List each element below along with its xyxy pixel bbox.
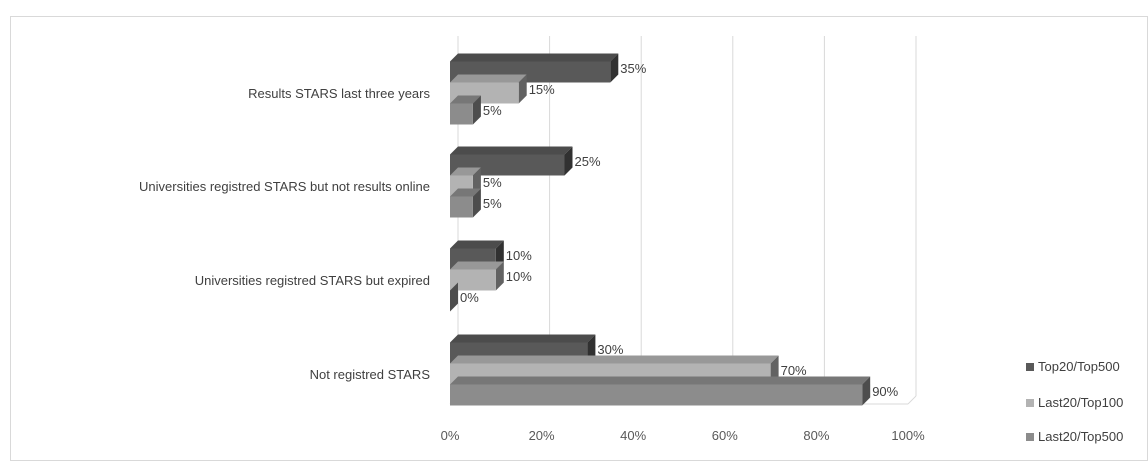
legend-item: Last20/Top500 [1026,429,1123,444]
data-label: 5% [483,175,502,190]
legend-label: Last20/Top500 [1038,429,1123,444]
data-label: 10% [506,248,532,263]
category-label: Results STARS last three years [248,86,430,101]
data-label: 35% [620,61,646,76]
data-label: 30% [597,342,623,357]
category-label: Not registred STARS [310,367,431,382]
x-tick-label: 20% [529,428,555,443]
x-tick-labels: 0% 20% 40% 60% 80% 100% [441,428,925,443]
data-label: 5% [483,103,502,118]
data-label: 10% [506,269,532,284]
x-tick-label: 0% [441,428,460,443]
bar [450,261,504,291]
x-tick-label: 40% [620,428,646,443]
x-tick-label: 80% [803,428,829,443]
data-label: 5% [483,196,502,211]
bar [450,188,481,218]
x-tick-label: 100% [891,428,925,443]
legend-swatch [1026,363,1034,371]
bars: 35% 15% 5% 25% 5% 5% 10% 10% 0% 30% 70% 90% [450,53,899,406]
legend-swatch [1026,399,1034,407]
data-label: 0% [460,290,479,305]
data-label: 90% [872,384,898,399]
legend: Top20/Top500 Last20/Top100 Last20/Top500 [1026,359,1123,444]
data-label: 25% [575,154,601,169]
category-labels: Results STARS last three years Universiti… [139,86,430,382]
legend-item: Last20/Top100 [1026,395,1123,410]
bar [450,282,458,312]
category-label: Universities registred STARS but not res… [139,179,430,194]
legend-label: Last20/Top100 [1038,395,1123,410]
bar [450,95,481,125]
x-tick-label: 60% [712,428,738,443]
legend-label: Top20/Top500 [1038,359,1120,374]
legend-item: Top20/Top500 [1026,359,1120,374]
legend-swatch [1026,433,1034,441]
data-label: 15% [529,82,555,97]
bar [450,376,871,406]
data-label: 70% [781,363,807,378]
category-label: Universities registred STARS but expired [195,273,430,288]
floor-gridline [907,395,917,405]
